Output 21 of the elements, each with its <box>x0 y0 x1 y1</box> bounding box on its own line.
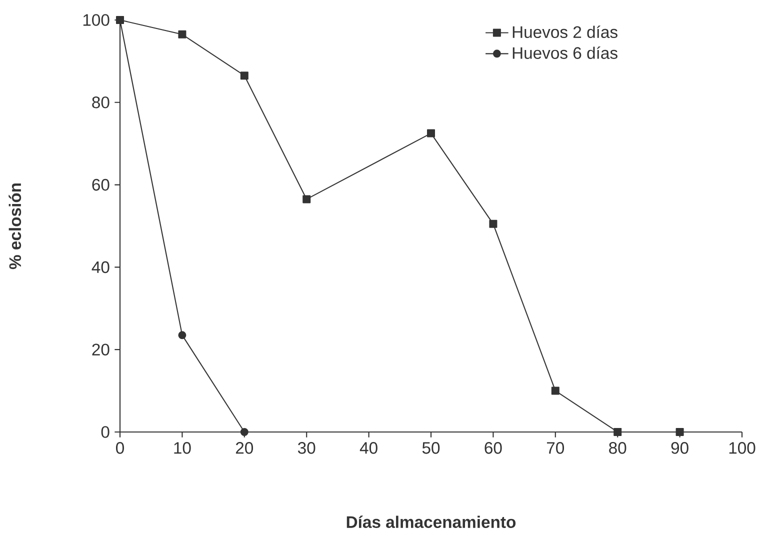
y-tick-label: 60 <box>92 178 110 191</box>
y-tick-label: 100 <box>83 14 110 26</box>
x-tick-label: 60 <box>484 442 502 454</box>
y-tick-label: 0 <box>101 426 110 438</box>
x-tick-label: 80 <box>609 442 626 454</box>
x-tick-label: 100 <box>729 442 756 454</box>
x-tick-label: 30 <box>298 442 316 454</box>
x-tick-label: 50 <box>422 442 440 454</box>
x-tick-label: 70 <box>546 442 564 454</box>
x-tick-label: 90 <box>671 442 688 454</box>
y-axis-title: % eclosión <box>8 184 22 270</box>
x-tick-label: 10 <box>174 442 191 454</box>
legend-label: Huevos 6 días <box>512 46 618 59</box>
x-tick-label: 40 <box>360 442 378 454</box>
y-tick-label: 40 <box>92 261 110 274</box>
x-tick-label: 0 <box>116 442 124 454</box>
y-tick-label: 20 <box>92 344 110 356</box>
y-tick-label: 80 <box>92 96 110 108</box>
legend-label: Huevos 2 días <box>512 26 618 38</box>
x-tick-label: 20 <box>236 442 254 454</box>
x-axis-title: Días almacenamiento <box>346 516 516 528</box>
